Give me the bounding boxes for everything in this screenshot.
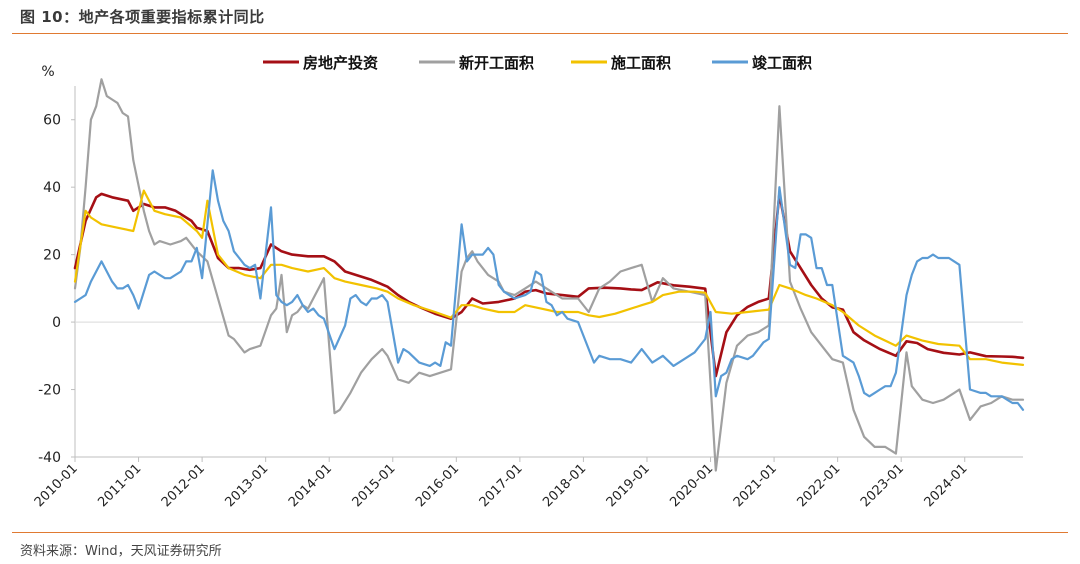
x-tick-label: 2023-01 xyxy=(858,461,907,510)
y-tick-label: 20 xyxy=(43,248,61,264)
source-note: 资料来源：Wind，天风证券研究所 xyxy=(20,544,222,559)
y-tick-label: 60 xyxy=(43,113,61,129)
legend-label-new-starts: 新开工面积 xyxy=(459,54,534,72)
legend-label-under-construction: 施工面积 xyxy=(611,54,671,72)
x-tick-label: 2016-01 xyxy=(413,461,462,510)
source-divider xyxy=(12,532,1068,533)
figure-title: 图 10：地产各项重要指标累计同比 xyxy=(20,8,265,26)
x-tick-label: 2011-01 xyxy=(95,461,144,510)
legend-label-completions: 竣工面积 xyxy=(752,54,812,72)
x-tick-label: 2010-01 xyxy=(32,461,81,510)
x-tick-label: 2021-01 xyxy=(731,461,780,510)
y-tick-label: -20 xyxy=(38,383,61,399)
y-axis-unit-label: % xyxy=(41,64,54,80)
x-tick-label: 2019-01 xyxy=(604,461,653,510)
chart-series-group xyxy=(73,78,1025,472)
x-tick-label: 2024-01 xyxy=(922,461,971,510)
x-tick-label: 2017-01 xyxy=(477,461,526,510)
chart-legend: 房地产投资 新开工面积 施工面积 竣工面积 xyxy=(263,54,812,72)
legend-label-investment: 房地产投资 xyxy=(303,54,378,72)
x-tick-label: 2018-01 xyxy=(540,461,589,510)
series-line-investment xyxy=(73,192,1025,378)
x-tick-label: 2013-01 xyxy=(222,461,271,510)
x-tick-label: 2014-01 xyxy=(286,461,335,510)
y-tick-label: -40 xyxy=(38,450,61,466)
x-tick-label: 2020-01 xyxy=(667,461,716,510)
y-tick-label: 0 xyxy=(52,315,61,331)
x-tick-label: 2022-01 xyxy=(794,461,843,510)
title-divider xyxy=(12,33,1068,34)
series-line-under-construction xyxy=(73,189,1025,366)
x-tick-label: 2015-01 xyxy=(350,461,399,510)
series-line-completions xyxy=(73,169,1025,411)
x-tick-label: 2012-01 xyxy=(159,461,208,510)
y-tick-label: 40 xyxy=(43,180,61,196)
series-line-new-starts xyxy=(73,78,1025,472)
